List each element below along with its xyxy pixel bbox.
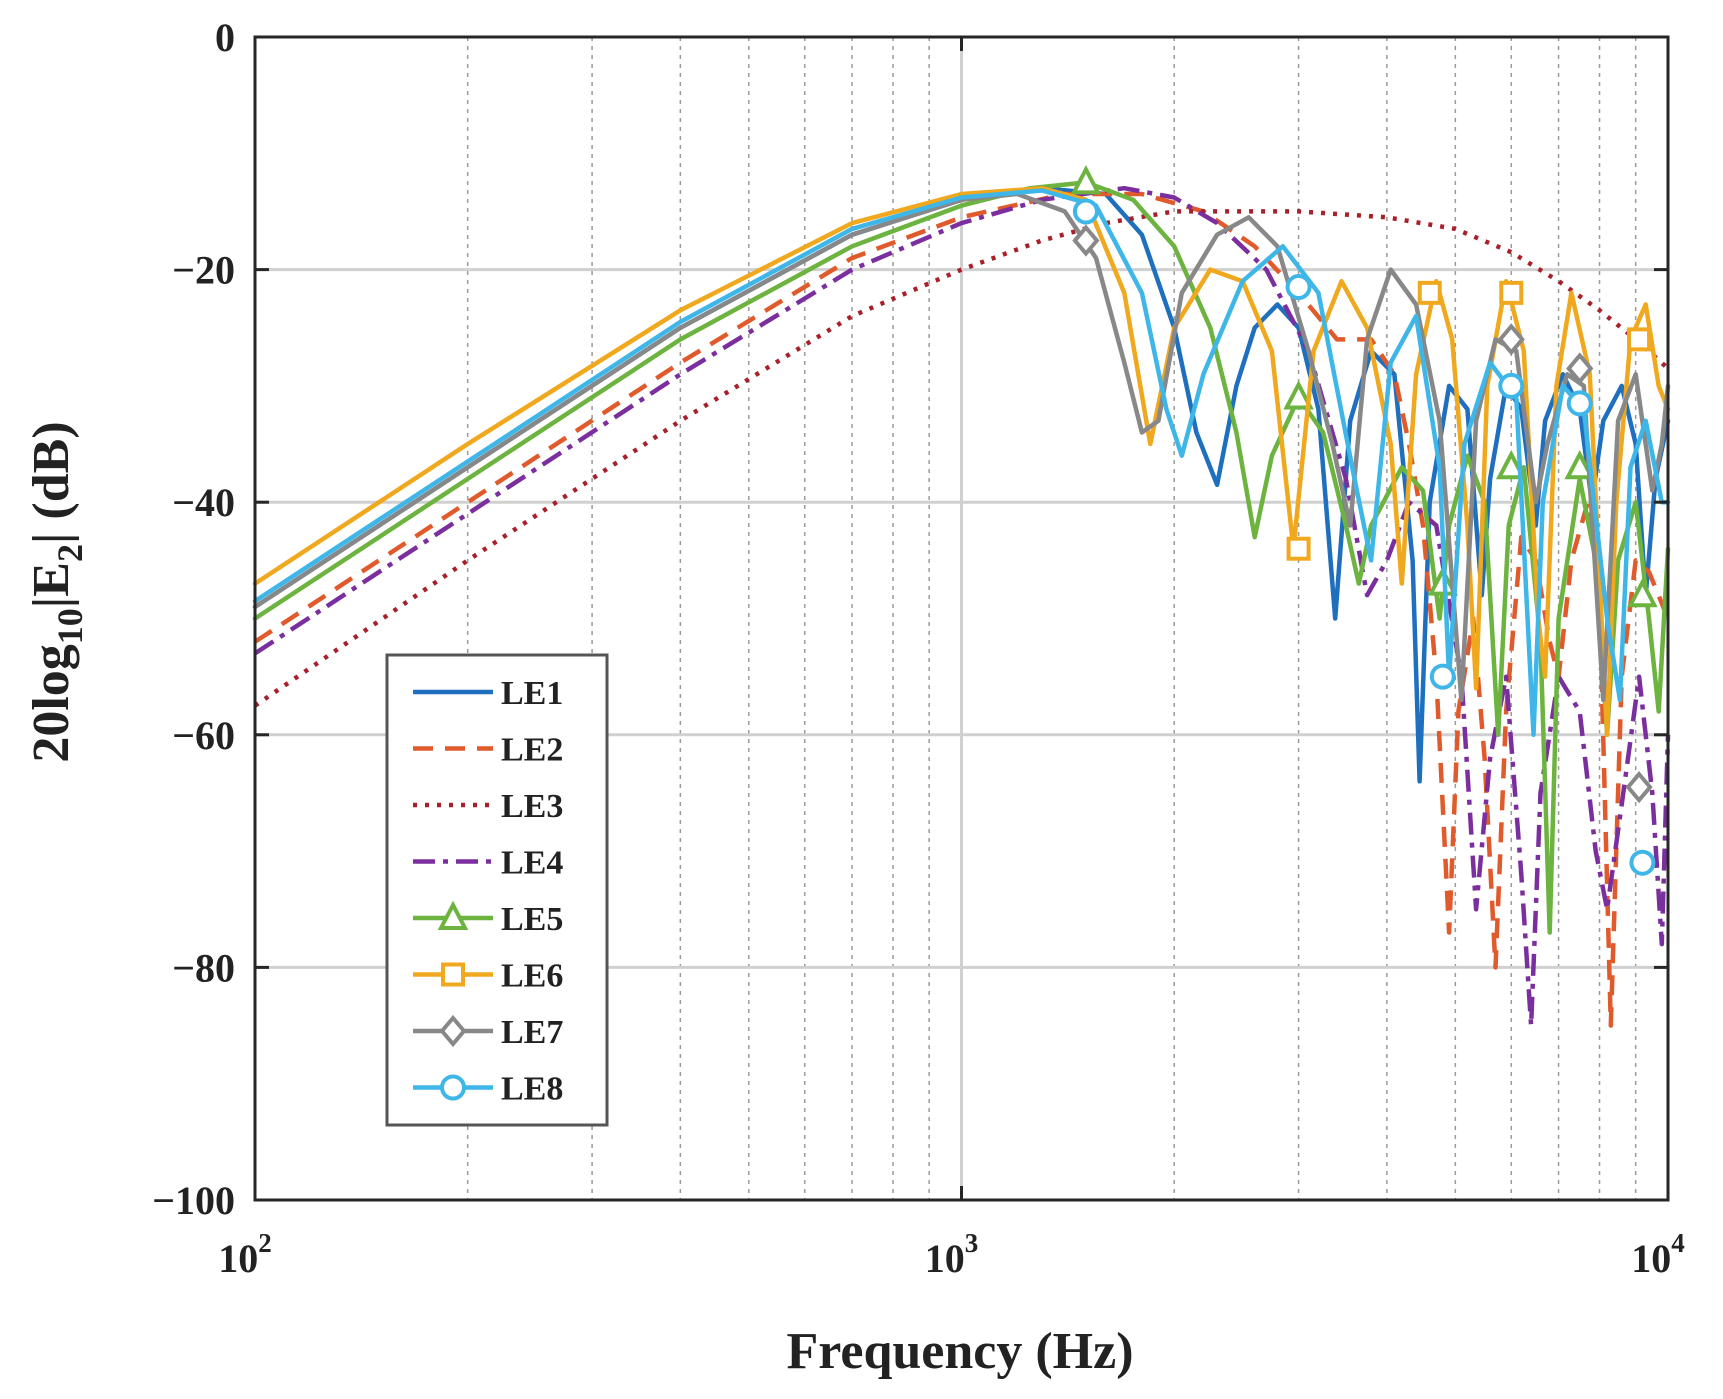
x-tick-label: 103	[925, 1228, 979, 1281]
legend-label-le8: LE8	[501, 1071, 563, 1108]
x-tick-label: 104	[1631, 1228, 1685, 1281]
x-tick-exponent: 2	[258, 1228, 272, 1258]
series-le4	[253, 185, 1671, 1028]
legend-marker-le6	[441, 962, 465, 987]
series-marker-le6	[1627, 327, 1652, 352]
series-line-le8	[252, 188, 1671, 738]
series-marker-le7	[1625, 771, 1653, 804]
legend-label-le3: LE3	[501, 788, 563, 825]
x-tick-base: 10	[218, 1236, 258, 1281]
series-marker-le7	[1072, 224, 1100, 257]
legend-label-le1: LE1	[501, 675, 563, 712]
y-tick-label: −100	[152, 1178, 235, 1223]
legend-label-le7: LE7	[501, 1014, 563, 1051]
x-tick-label: 102	[218, 1228, 272, 1281]
series-marker-le5	[1070, 165, 1102, 195]
series-le8	[252, 188, 1671, 876]
series-layer	[252, 165, 1671, 1028]
y-label-sub2: 2	[50, 544, 90, 562]
y-label-prefix: 20log	[23, 644, 80, 762]
legend-marker-le5	[437, 900, 469, 930]
y-label-mid: |E	[23, 562, 80, 608]
legend-items: LE1 LE2 LE3 LE4 LE5 LE6 LE7 LE8	[413, 675, 563, 1108]
series-marker-le6	[1286, 536, 1311, 561]
y-axis-label: 20log10|E2| (dB)	[23, 421, 90, 762]
y-tick-label: −60	[172, 713, 235, 758]
series-marker-le5	[1283, 380, 1314, 410]
series-marker-le8	[1498, 372, 1525, 399]
series-line-le4	[253, 185, 1671, 1028]
series-marker-le8	[1285, 274, 1312, 301]
x-tick-base: 10	[925, 1236, 965, 1281]
y-label-sub1: 10	[50, 608, 90, 644]
x-tick-base: 10	[1631, 1236, 1671, 1281]
legend: LE1 LE2 LE3 LE4 LE5 LE6 LE7 LE8	[385, 653, 609, 1127]
series-marker-le5	[1627, 577, 1658, 608]
series-marker-le8	[1429, 663, 1456, 690]
y-tick-label: 0	[215, 15, 235, 60]
series-marker-le8	[1629, 849, 1656, 876]
series-marker-le5	[1495, 449, 1527, 480]
x-tick-exponent: 3	[965, 1228, 979, 1258]
legend-box	[385, 653, 609, 1127]
series-marker-le6	[1417, 280, 1442, 305]
y-tick-label: −80	[172, 945, 235, 990]
series-marker-le6	[1499, 280, 1524, 305]
series-marker-le7	[1497, 323, 1525, 356]
legend-label-le6: LE6	[501, 958, 563, 995]
legend-label-le2: LE2	[501, 732, 563, 769]
x-axis-label: Frequency (Hz)	[786, 1323, 1133, 1380]
y-tick-label: −40	[172, 480, 235, 525]
legend-label-le4: LE4	[501, 845, 563, 882]
series-marker-le8	[1072, 198, 1099, 225]
x-tick-exponent: 4	[1671, 1228, 1685, 1258]
legend-label-le5: LE5	[501, 901, 563, 938]
series-marker-le5	[1564, 449, 1596, 480]
series-marker-le7	[1566, 352, 1594, 385]
y-label-suffix: | (dB)	[23, 421, 80, 544]
legend-marker-le8	[440, 1074, 466, 1101]
series-marker-le8	[1566, 390, 1593, 417]
y-tick-label: −20	[172, 248, 235, 293]
legend-marker-le7	[439, 1014, 467, 1048]
